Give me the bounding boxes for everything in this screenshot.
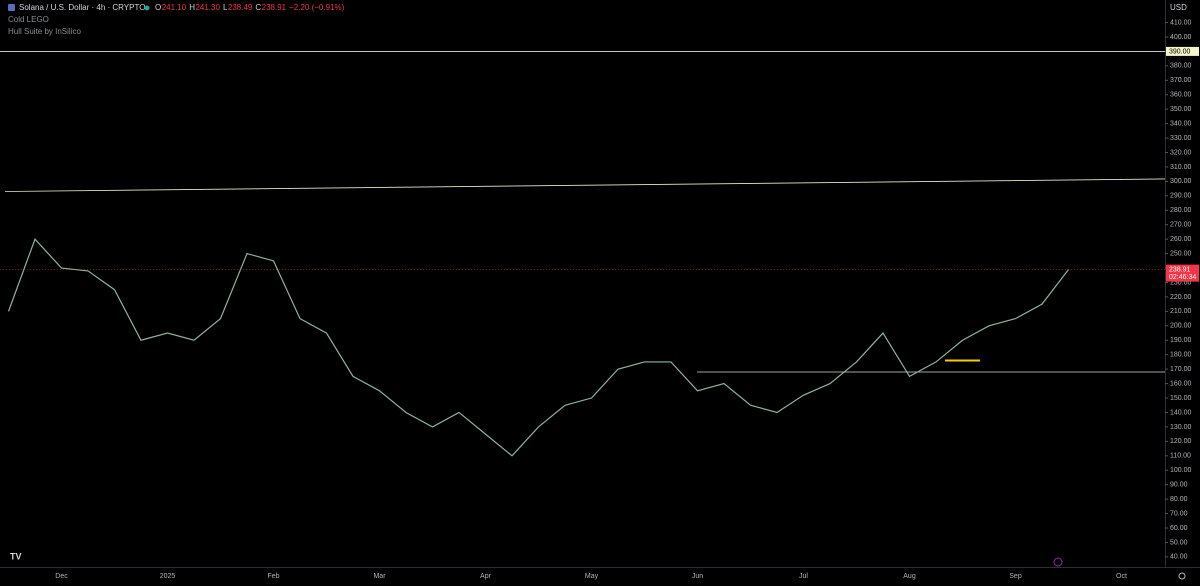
symbol-icon <box>8 4 15 11</box>
x-tick-label: Dec <box>55 573 68 580</box>
y-tick-label: 120.00 <box>1170 438 1192 445</box>
y-tick-label: 190.00 <box>1170 337 1192 344</box>
x-tick-label: Mar <box>373 573 386 580</box>
x-tick-label: Aug <box>903 573 916 580</box>
ohlc-letter: H <box>189 3 195 12</box>
y-tick-label: 110.00 <box>1170 453 1191 460</box>
x-tick-label: Feb <box>267 573 279 580</box>
y-tick-label: 330.00 <box>1170 135 1192 142</box>
x-tick-label: 2025 <box>160 573 176 580</box>
price-line <box>7 238 1069 457</box>
x-tick-label: Jun <box>692 573 703 580</box>
resistance-label-box <box>1166 46 1199 56</box>
y-tick-label: 270.00 <box>1170 222 1192 229</box>
y-tick-label: 350.00 <box>1170 106 1192 113</box>
y-tick-label: 380.00 <box>1170 63 1192 70</box>
y-tick-label: 300.00 <box>1170 178 1192 185</box>
y-tick-label: 140.00 <box>1170 409 1192 416</box>
y-tick-label: 180.00 <box>1170 352 1192 359</box>
y-tick-label: 150.00 <box>1170 395 1192 402</box>
x-tick-label: Oct <box>1116 573 1127 580</box>
last-price-box <box>1166 264 1199 282</box>
ohlc-value: 238.49 <box>228 3 253 12</box>
tv-logo: TV <box>10 551 22 561</box>
trendline <box>4 178 1166 192</box>
y-tick-label: 70.00 <box>1170 510 1188 517</box>
indicator-name: Cold LEGO <box>8 15 49 24</box>
y-tick-label: 370.00 <box>1170 77 1192 84</box>
y-tick-label: 90.00 <box>1170 482 1188 489</box>
ohlc-value: 241.10 <box>162 3 187 12</box>
currency[interactable]: USD <box>1170 3 1187 12</box>
indicator-name: Hull Suite by InSilico <box>8 27 81 36</box>
symbol-title: Solana / U.S. Dollar · 4h · CRYPTO <box>19 3 145 12</box>
countdown: 02:46:34 <box>1169 274 1196 281</box>
events-icon[interactable] <box>1053 557 1063 567</box>
ohlc-letter: O <box>155 3 161 12</box>
y-tick-label: 400.00 <box>1170 34 1192 41</box>
y-tick-label: 60.00 <box>1170 525 1188 532</box>
y-tick-label: 230.00 <box>1170 279 1192 286</box>
x-tick-label: Apr <box>480 573 492 580</box>
y-tick-label: 340.00 <box>1170 120 1192 127</box>
x-tick-label: Sep <box>1009 573 1022 580</box>
y-tick-label: 200.00 <box>1170 323 1192 330</box>
y-tick-label: 290.00 <box>1170 193 1192 200</box>
y-tick-label: 160.00 <box>1170 380 1192 387</box>
y-tick-label: 130.00 <box>1170 424 1192 431</box>
y-tick-label: 320.00 <box>1170 149 1192 156</box>
y-tick-label: 360.00 <box>1170 92 1192 99</box>
y-tick-label: 50.00 <box>1170 539 1188 546</box>
y-tick-label: 250.00 <box>1170 250 1192 257</box>
y-tick-label: 260.00 <box>1170 236 1192 243</box>
market-status <box>144 5 150 11</box>
y-tick-label: 410.00 <box>1170 19 1192 26</box>
y-tick-label: 280.00 <box>1170 207 1192 214</box>
last-price-label: 238.91 <box>1169 266 1191 273</box>
ohlc-letter: C <box>255 3 261 12</box>
y-tick-label: 310.00 <box>1170 164 1192 171</box>
price-change: −2.20 (−0.91%) <box>289 3 344 12</box>
ohlc-value: 241.30 <box>195 3 220 12</box>
y-tick-label: 170.00 <box>1170 366 1192 373</box>
resistance-label: 390.00 <box>1169 48 1191 55</box>
y-tick-label: 220.00 <box>1170 294 1192 301</box>
y-tick-label: 80.00 <box>1170 496 1188 503</box>
x-tick-label: May <box>585 573 599 580</box>
y-tick-label: 100.00 <box>1170 467 1192 474</box>
ohlc-letter: L <box>223 3 228 12</box>
ohlc-value: 238.91 <box>262 3 287 12</box>
settings-icon[interactable] <box>1178 572 1186 580</box>
y-tick-label: 40.00 <box>1170 554 1188 561</box>
y-tick-label: 210.00 <box>1170 308 1192 315</box>
x-tick-label: Jul <box>799 573 808 580</box>
